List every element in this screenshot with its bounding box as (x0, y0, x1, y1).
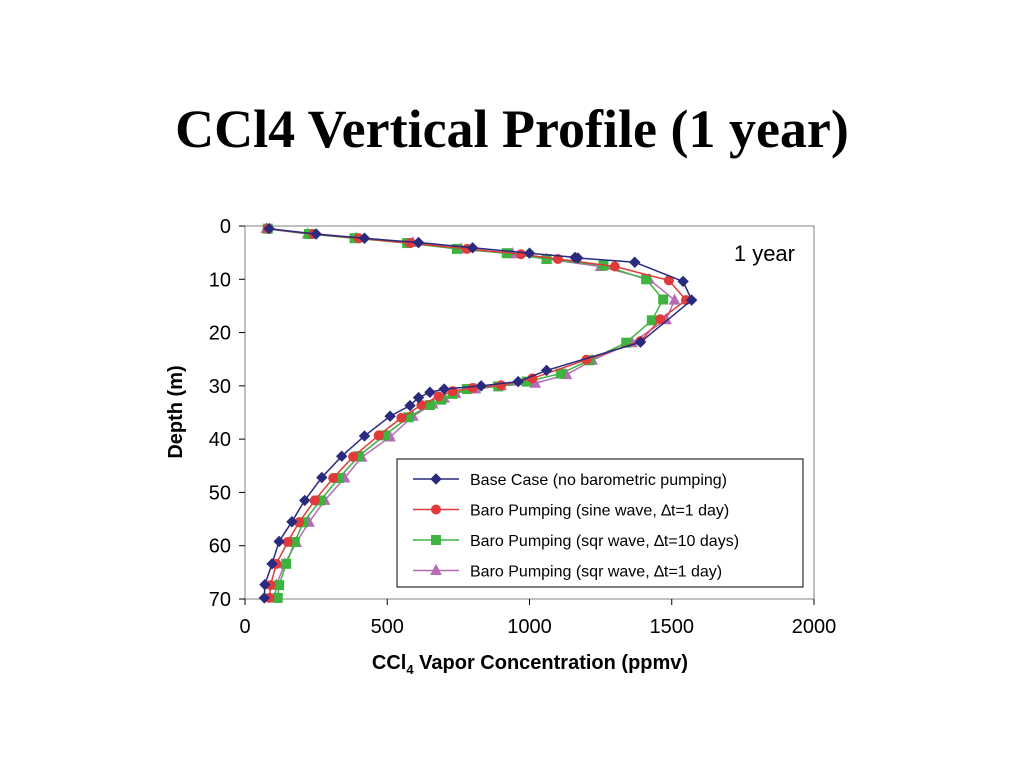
legend-swatch-marker (430, 563, 442, 575)
data-point (348, 451, 359, 462)
data-point (658, 294, 669, 305)
legend-swatch-marker (431, 535, 441, 545)
data-point (540, 364, 553, 377)
legend-item: Baro Pumping (sqr wave, ∆t=10 days) (413, 533, 739, 550)
data-point (286, 516, 298, 528)
data-point (634, 336, 647, 348)
legend-item: Baro Pumping (sqr wave, ∆t=1 day) (413, 564, 722, 581)
data-point (496, 380, 507, 391)
series-diamond (258, 222, 698, 604)
data-point (336, 450, 348, 462)
data-point (523, 247, 536, 259)
series-layer (258, 222, 698, 604)
y-tick-label: 60 (209, 536, 231, 558)
data-point (677, 275, 689, 288)
data-point (572, 252, 584, 264)
data-point (412, 391, 425, 404)
data-point (274, 580, 285, 591)
x-axis-title: CCl4 Vapor Concentration (ppmv) (372, 652, 688, 677)
data-point (641, 274, 652, 285)
legend-item: Baro Pumping (sine wave, ∆t=1 day) (413, 503, 729, 520)
data-point (373, 430, 384, 441)
data-point (310, 228, 322, 240)
data-point (404, 399, 416, 412)
legend-label: Base Case (no barometric pumping) (470, 472, 727, 489)
data-point (281, 558, 292, 569)
data-point (258, 592, 271, 604)
y-tick-label: 10 (209, 269, 231, 291)
y-tick-label: 70 (209, 589, 231, 611)
data-point (412, 236, 425, 249)
x-axis-title-main: CCl (372, 652, 406, 674)
legend-label: Baro Pumping (sqr wave, ∆t=1 day) (470, 564, 722, 581)
data-point (316, 471, 328, 484)
legend-label: Baro Pumping (sine wave, ∆t=1 day) (470, 503, 729, 520)
data-point (328, 473, 339, 484)
x-tick-label: 500 (371, 616, 404, 638)
data-point (433, 391, 444, 402)
legend-swatch-marker (431, 504, 441, 515)
y-axis-title: Depth (m) (165, 365, 187, 458)
data-point (396, 412, 407, 423)
data-point (259, 578, 271, 591)
data-point (358, 232, 371, 244)
x-axis-title-subscript: 4 (406, 662, 414, 677)
y-axis: 0 10 20 30 40 50 60 70 (209, 216, 245, 611)
data-point (646, 315, 657, 326)
data-point (668, 293, 681, 305)
data-point (552, 254, 563, 265)
legend-item: Base Case (no barometric pumping) (413, 472, 727, 489)
x-tick-label: 2000 (792, 616, 837, 638)
y-tick-label: 50 (209, 482, 231, 504)
x-tick-label: 1500 (650, 616, 695, 638)
data-point (263, 222, 275, 235)
legend-swatch-marker (430, 473, 442, 485)
data-point (655, 314, 666, 325)
data-point (358, 430, 371, 442)
data-point (515, 249, 526, 260)
legend-label: Baro Pumping (sqr wave, ∆t=10 days) (470, 533, 739, 550)
x-axis-title-rest: Vapor Concentration (ppmv) (414, 652, 688, 674)
data-point (438, 383, 450, 395)
data-point (282, 536, 293, 547)
data-point (299, 494, 311, 507)
data-point (609, 261, 620, 272)
data-point (273, 535, 285, 548)
data-point (541, 254, 552, 265)
data-point (272, 592, 283, 603)
data-point (309, 495, 320, 506)
data-point (629, 256, 641, 268)
data-point (685, 294, 698, 306)
data-point (475, 380, 487, 392)
data-point (416, 400, 427, 411)
year-annotation: 1 year (734, 241, 795, 266)
data-point (424, 386, 436, 398)
y-tick-label: 0 (220, 216, 231, 238)
data-point (466, 242, 479, 254)
y-tick-label: 20 (209, 323, 231, 345)
y-tick-label: 30 (209, 376, 231, 398)
x-tick-label: 0 (239, 616, 250, 638)
data-point (555, 368, 566, 379)
data-point (467, 382, 478, 393)
x-axis: 0 500 1000 1500 2000 (239, 599, 836, 638)
data-point (266, 558, 278, 570)
data-point (384, 410, 396, 422)
y-tick-label: 40 (209, 429, 231, 451)
slide-title: CCl4 Vertical Profile (1 year) (175, 99, 849, 159)
legend: Base Case (no barometric pumping) Baro Pu… (396, 458, 804, 588)
data-point (512, 375, 524, 388)
legend-box (396, 458, 804, 588)
data-point (405, 238, 416, 249)
x-tick-label: 1000 (507, 616, 552, 638)
